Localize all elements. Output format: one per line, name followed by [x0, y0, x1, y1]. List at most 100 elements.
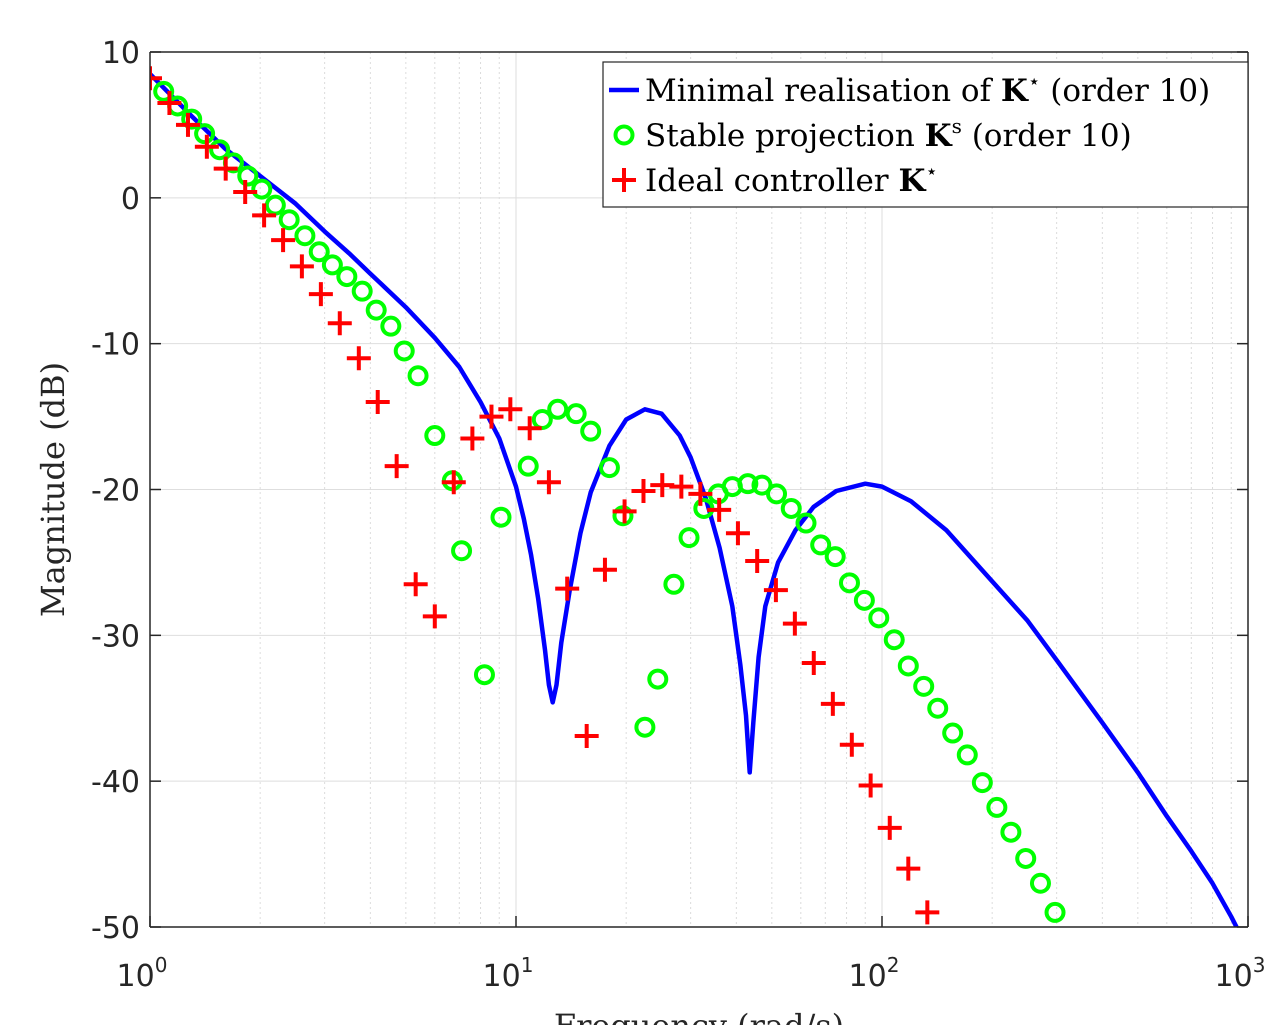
data-point [252, 203, 277, 228]
legend-plus-marker [612, 168, 636, 192]
series-1 [153, 80, 1066, 923]
data-point [473, 664, 495, 686]
data-point [384, 454, 409, 479]
data-point [194, 134, 219, 159]
data-point [289, 254, 314, 279]
data-point [820, 691, 845, 716]
data-point [612, 499, 637, 524]
data-point [490, 506, 512, 528]
data-point [251, 178, 273, 200]
data-point [157, 91, 182, 116]
data-point [896, 856, 921, 881]
data-point [574, 723, 599, 748]
data-point [795, 512, 817, 534]
x-tick-label: 101 [483, 953, 534, 994]
data-point [460, 426, 485, 451]
data-point [737, 473, 759, 495]
data-point [971, 772, 993, 794]
series-0 [150, 71, 1239, 927]
data-point [782, 611, 807, 636]
data-point [766, 483, 788, 505]
data-point [271, 228, 296, 253]
legend-entry-1: Stable projection Ks (order 10) [645, 114, 1132, 154]
data-point [336, 266, 358, 288]
data-point [517, 455, 539, 477]
data-point [233, 180, 258, 204]
data-point [294, 225, 316, 247]
data-point [942, 722, 964, 744]
data-point [547, 398, 569, 420]
data-point [479, 404, 504, 429]
data-point [308, 282, 333, 307]
data-point [915, 900, 940, 925]
legend-circle-marker [613, 124, 635, 146]
data-point [780, 497, 802, 519]
data-point [631, 478, 656, 503]
data-point [403, 572, 428, 597]
data-point [745, 548, 770, 573]
data-point [351, 280, 373, 302]
y-tick-label: -50 [91, 911, 140, 946]
data-point [153, 80, 175, 102]
data-point [209, 139, 231, 161]
data-point [725, 521, 750, 546]
data-point [913, 675, 935, 697]
data-point [1000, 821, 1022, 843]
data-point [308, 241, 330, 263]
legend: Minimal realisation of K⋆ (order 10) Stab… [602, 61, 1249, 208]
data-point [498, 397, 523, 422]
data-point [451, 540, 473, 562]
data-point [555, 576, 580, 601]
data-point [422, 604, 447, 629]
data-point [763, 578, 788, 603]
data-point [810, 534, 832, 556]
x-tick-label: 100 [117, 953, 168, 994]
data-point [678, 527, 700, 549]
data-point [393, 340, 415, 362]
data-point [927, 697, 949, 719]
data-point [956, 744, 978, 766]
data-point [237, 165, 259, 187]
data-point [868, 607, 890, 629]
x-tick-label: 103 [1215, 953, 1266, 994]
y-tick-label: -30 [91, 619, 140, 654]
data-point [321, 254, 343, 276]
data-point [839, 732, 864, 757]
data-point [264, 194, 286, 216]
data-point [407, 365, 429, 387]
data-point [663, 573, 685, 595]
legend-box [602, 61, 1249, 208]
x-axis-label: Frequency (rad/s) [554, 1007, 844, 1025]
data-point [580, 420, 602, 442]
data-point [897, 655, 919, 677]
data-point [634, 716, 656, 738]
data-point [688, 481, 713, 506]
data-point [669, 474, 694, 499]
data-point [838, 572, 860, 594]
data-point [1015, 847, 1037, 869]
series-2 [150, 66, 940, 925]
data-point [592, 557, 617, 582]
y-axis-label: Magnitude (dB) [34, 362, 72, 617]
data-point [883, 629, 905, 651]
data-point [751, 474, 773, 496]
data-point [858, 773, 883, 798]
y-tick-label: 10 [102, 36, 140, 71]
data-point [824, 546, 846, 568]
data-point [517, 416, 542, 441]
y-tick-label: -20 [91, 474, 140, 509]
y-tick-label: -10 [91, 328, 140, 363]
legend-entry-2: Ideal controller K⋆ [645, 159, 938, 199]
data-point [213, 156, 238, 181]
data-point [986, 796, 1008, 818]
data-point [877, 815, 902, 840]
data-point [536, 470, 561, 495]
data-point [278, 209, 300, 231]
data-point [346, 346, 371, 371]
data-point [150, 66, 162, 91]
data-point [1044, 901, 1066, 923]
data-point [801, 651, 826, 676]
data-point [365, 299, 387, 321]
